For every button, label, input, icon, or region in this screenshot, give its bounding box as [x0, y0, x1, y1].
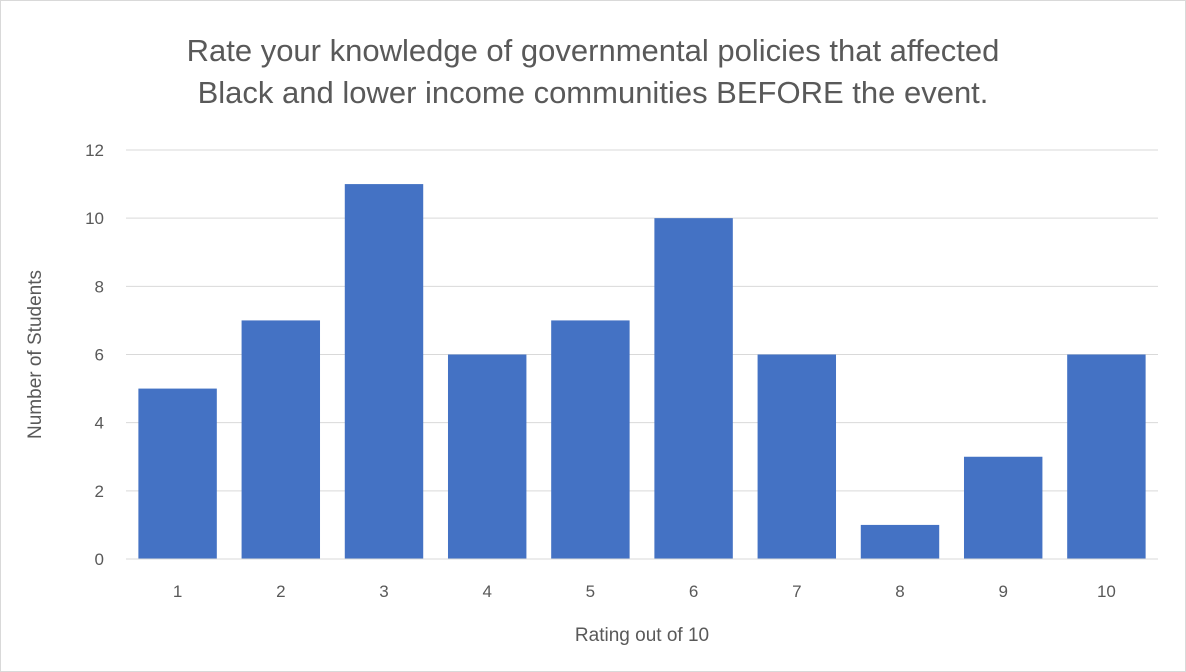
- bar-8: [860, 524, 940, 559]
- x-tick-label: 6: [689, 582, 698, 601]
- bar-9: [963, 456, 1043, 559]
- y-tick-labels: 0 2 4 6 8 10 12: [85, 141, 104, 569]
- chart-title-line-2: Black and lower income communities BEFOR…: [197, 75, 989, 110]
- x-tick-label: 4: [482, 582, 491, 601]
- y-tick-label: 2: [95, 482, 104, 501]
- y-tick-label: 6: [95, 346, 104, 365]
- y-axis-title: Number of Students: [25, 270, 46, 439]
- x-tick-label: 9: [998, 582, 1007, 601]
- y-tick-label: 12: [85, 141, 104, 160]
- bar-7: [757, 354, 837, 559]
- y-tick-label: 8: [95, 277, 104, 296]
- bar-5: [551, 320, 630, 559]
- x-tick-label: 8: [895, 582, 904, 601]
- x-axis-title: Rating out of 10: [575, 625, 709, 646]
- chart-title-line-1: Rate your knowledge of governmental poli…: [186, 33, 1000, 68]
- bar-1: [138, 388, 217, 559]
- x-tick-label: 10: [1097, 582, 1116, 601]
- x-tick-label: 1: [173, 582, 182, 601]
- bar-3: [344, 184, 424, 560]
- bar-2: [241, 320, 321, 559]
- x-tick-label: 5: [586, 582, 595, 601]
- x-tick-label: 7: [792, 582, 801, 601]
- x-tick-labels: 1 2 3 4 5 6 7 8 9 10: [173, 582, 1116, 601]
- y-tick-label: 4: [95, 414, 104, 433]
- bar-4: [447, 354, 527, 559]
- x-tick-label: 3: [379, 582, 388, 601]
- chart-title: Rate your knowledge of governmental poli…: [0, 30, 1186, 114]
- x-tick-label: 2: [276, 582, 285, 601]
- y-tick-label: 0: [95, 550, 104, 569]
- bar-10: [1067, 354, 1146, 559]
- bars: [138, 184, 1146, 560]
- bar-6: [654, 218, 733, 559]
- y-tick-label: 10: [85, 209, 104, 228]
